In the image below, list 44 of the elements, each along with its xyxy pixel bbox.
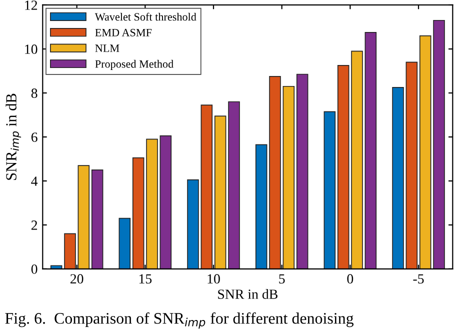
x-tick-label: 10 [208, 274, 220, 284]
y-axis-title: SNR$_{imp}$ in dB [6, 94, 22, 180]
caption: Fig. 6. Comparison of SNR$_{imp}$ for different denoising [5, 312, 354, 329]
y-tick-label: 8 [31, 88, 38, 98]
y-tick-label: 0 [31, 264, 38, 274]
bar [282, 86, 295, 269]
legend-label: NLM [95, 44, 120, 52]
bar [392, 87, 404, 269]
bar [337, 65, 350, 269]
x-tick-label: 20 [70, 274, 84, 284]
bar [64, 233, 76, 269]
bar [419, 35, 432, 269]
bar [78, 165, 90, 269]
x-tick-label: 5 [279, 274, 285, 284]
y-tick-label: 2 [31, 220, 38, 230]
y-tick-label: 10 [25, 44, 38, 54]
x-axis-title: SNR in dB [218, 289, 278, 299]
bar [200, 104, 213, 269]
y-tick-label: 6 [31, 132, 38, 142]
bar [364, 32, 377, 269]
bar [255, 144, 268, 269]
bar [50, 265, 62, 269]
bar [146, 138, 158, 269]
bar [132, 157, 144, 269]
legend-label: Proposed Method [95, 60, 174, 70]
legend-label: EMD ASMF [95, 28, 152, 36]
bar [228, 101, 240, 269]
x-tick-label: 0 [347, 274, 354, 284]
bar [160, 135, 172, 269]
bar [187, 179, 199, 269]
bar [296, 74, 308, 269]
bar [118, 218, 131, 269]
y-tick-label: 12 [25, 0, 38, 10]
x-tick-label: 15 [139, 274, 152, 284]
bar [406, 62, 418, 269]
bar [324, 111, 336, 269]
bar [433, 20, 445, 269]
bar [269, 76, 281, 269]
legend-label: Wavelet Soft threshold [94, 12, 196, 21]
bar [214, 116, 226, 269]
x-tick-label: -5 [413, 274, 424, 284]
bar [351, 50, 363, 269]
y-tick-label: 4 [31, 176, 38, 186]
bar [91, 170, 104, 269]
